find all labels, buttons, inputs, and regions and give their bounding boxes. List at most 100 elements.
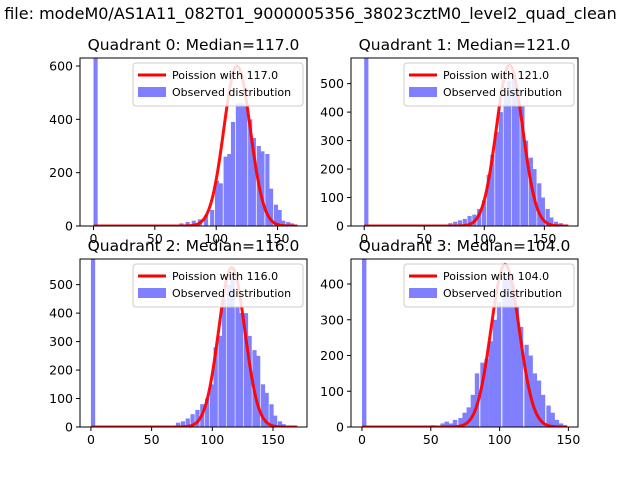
hist-bar [243,313,249,427]
hist-bar [448,423,454,427]
hist-bar [554,419,560,427]
hist-bar [462,218,467,226]
legend: Poission with 121.0 Observed distribution [403,62,575,107]
subplot-title: Quadrant 0: Median=117.0 [88,36,300,54]
y-tick-label: 400 [320,277,344,292]
hist-bar [364,58,369,226]
hist-bar [362,259,367,427]
hist-bar [502,276,507,427]
hist-bar [222,298,227,427]
legend-hist-label: Observed distribution [172,287,291,300]
hist-bar [470,394,476,427]
y-tick-label: 200 [49,363,73,378]
hist-bar [90,259,96,427]
x-tick-label: 150 [266,231,290,246]
axes-frame [79,57,308,227]
legend-hist-swatch [409,87,437,97]
y-tick-label: 300 [320,133,344,148]
poisson-fit-line [364,63,569,226]
hist-bar [467,216,472,226]
hist-bar [453,221,458,226]
hist-bar [486,174,491,226]
hist-bar [269,404,274,427]
hist-bar [227,154,232,226]
legend-hist-swatch [138,288,166,298]
x-tick-label: 150 [556,432,580,447]
hist-bar [457,220,463,226]
y-tick-label: 100 [49,391,73,406]
x-tick-label: 0 [360,231,368,246]
legend-hist-swatch [138,87,166,97]
hist-bar [248,119,253,226]
legend-hist-swatch [409,288,437,298]
axes-frame [79,258,308,428]
legend-box [132,263,304,308]
y-tick-label: 100 [320,190,344,205]
hist-bar [515,89,520,226]
x-tick-label: 50 [147,231,163,246]
hist-bar [251,138,256,226]
y-tick-label: 0 [336,420,344,435]
hist-bar [550,412,555,427]
hist-bar [466,407,471,427]
subplot-title: Quadrant 2: Median=116.0 [88,237,300,255]
hist-bar [514,305,520,427]
hist-bar [226,284,232,427]
hist-bar [496,301,502,427]
hist-bar [452,419,458,427]
y-tick-label: 400 [320,105,344,120]
x-tick-label: 50 [144,432,160,447]
hist-bar [235,307,240,427]
y-tick-label: 500 [49,277,73,292]
hist-bar [195,409,200,427]
poisson-fit-line [90,265,298,427]
y-tick-label: 200 [320,348,344,363]
hist-bar [230,122,236,226]
hist-bar [536,380,542,427]
x-tick-label: 0 [90,231,98,246]
hist-bar [190,414,195,427]
hist-bar [273,415,278,427]
x-tick-label: 100 [488,432,512,447]
y-tick-label: 0 [65,420,73,435]
hist-bar [507,80,512,226]
hist-bar [484,359,489,427]
hist-bar [281,220,286,226]
hist-bar [239,103,244,226]
hist-bar [223,156,228,226]
x-tick-label: 100 [200,432,224,447]
y-tick-label: 400 [49,112,73,127]
hist-bar [93,58,98,226]
y-tick-label: 300 [49,334,73,349]
hist-bar [481,200,487,226]
hist-bar [540,197,545,226]
y-tick-label: 0 [65,219,73,234]
hist-bar [268,188,274,226]
hist-bar [510,284,515,427]
hist-bar [175,422,181,427]
legend-hist-label: Observed distribution [443,287,562,300]
hist-bar [458,418,463,427]
hist-bar [503,95,508,226]
legend: Poission with 117.0 Observed distribution [132,62,304,107]
x-tick-label: 100 [204,231,228,246]
hist-bar [492,319,498,427]
hist-bar [191,220,196,226]
hist-bar [180,421,186,427]
hist-bar [203,215,209,226]
hist-bar [520,106,525,226]
hist-bar [498,112,503,226]
hist-bar [524,344,529,427]
subplot-title: Quadrant 3: Median=104.0 [359,237,571,255]
x-tick-label: 150 [261,432,285,447]
hist-bar [488,341,493,427]
plot-area [93,58,298,226]
legend-box [403,263,575,308]
axes-frame [350,258,579,428]
hist-bar [210,210,215,226]
y-tick-label: 0 [336,219,344,234]
y-tick-label: 100 [320,384,344,399]
legend-hist-label: Observed distribution [172,86,291,99]
axes-frame [350,57,579,227]
